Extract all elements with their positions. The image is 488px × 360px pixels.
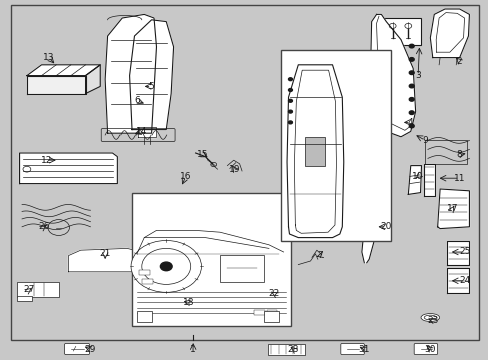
Circle shape — [131, 240, 201, 292]
Text: 23: 23 — [426, 316, 438, 325]
Text: 17: 17 — [446, 204, 457, 213]
Polygon shape — [20, 153, 117, 184]
Text: 11: 11 — [453, 174, 465, 183]
Text: 30: 30 — [424, 345, 435, 354]
Polygon shape — [68, 248, 142, 272]
Text: 27: 27 — [23, 285, 35, 294]
Bar — [425, 140, 466, 164]
Circle shape — [408, 84, 413, 88]
Circle shape — [288, 99, 292, 102]
Polygon shape — [424, 164, 434, 196]
Bar — [383, 18, 420, 45]
Text: 22: 22 — [267, 289, 279, 298]
Circle shape — [288, 121, 292, 124]
Bar — [17, 296, 32, 301]
Text: 4: 4 — [407, 118, 413, 127]
Polygon shape — [447, 268, 468, 293]
Polygon shape — [27, 65, 100, 76]
Circle shape — [288, 89, 292, 91]
Polygon shape — [85, 65, 100, 94]
Polygon shape — [105, 14, 156, 133]
Polygon shape — [286, 65, 343, 238]
Text: 10: 10 — [411, 172, 423, 181]
FancyBboxPatch shape — [64, 343, 89, 355]
Ellipse shape — [259, 286, 273, 294]
Bar — [281, 50, 390, 241]
Polygon shape — [407, 166, 421, 194]
Bar — [132, 193, 290, 326]
Text: 3: 3 — [414, 71, 420, 80]
Circle shape — [408, 44, 413, 48]
Polygon shape — [138, 127, 156, 137]
Bar — [139, 270, 150, 275]
Polygon shape — [429, 9, 468, 58]
Bar — [154, 296, 200, 304]
Text: 16: 16 — [180, 172, 191, 181]
Text: 7: 7 — [317, 251, 323, 260]
Ellipse shape — [420, 314, 439, 321]
Text: 20: 20 — [380, 222, 391, 231]
Circle shape — [408, 98, 413, 101]
Text: 14: 14 — [136, 127, 147, 136]
Text: 28: 28 — [287, 345, 299, 354]
Text: 18: 18 — [182, 298, 194, 307]
Text: 6: 6 — [134, 96, 140, 105]
Bar — [220, 255, 264, 282]
Circle shape — [408, 71, 413, 75]
Polygon shape — [129, 20, 173, 130]
Circle shape — [160, 262, 172, 271]
Text: 31: 31 — [358, 345, 369, 354]
Bar — [137, 311, 151, 322]
Polygon shape — [370, 14, 415, 137]
Text: 5: 5 — [148, 82, 154, 91]
Text: 2: 2 — [456, 57, 462, 66]
Text: 9: 9 — [422, 136, 427, 145]
Text: 26: 26 — [38, 222, 50, 231]
Bar — [264, 311, 278, 322]
Polygon shape — [437, 189, 468, 229]
Text: 13: 13 — [43, 53, 55, 62]
FancyBboxPatch shape — [413, 343, 437, 355]
Text: 24: 24 — [458, 276, 469, 285]
Text: 25: 25 — [458, 248, 469, 256]
Bar — [267, 344, 304, 355]
Bar — [266, 310, 277, 315]
FancyBboxPatch shape — [340, 343, 364, 355]
Bar — [254, 310, 264, 315]
Text: 29: 29 — [84, 345, 96, 354]
Bar — [17, 282, 59, 297]
Text: 12: 12 — [41, 156, 52, 165]
Circle shape — [408, 111, 413, 114]
Circle shape — [288, 110, 292, 113]
Polygon shape — [361, 209, 376, 263]
Bar — [305, 137, 324, 166]
Text: 1: 1 — [190, 345, 196, 354]
Text: 19: 19 — [228, 165, 240, 174]
Text: 8: 8 — [456, 150, 462, 159]
Polygon shape — [27, 76, 85, 94]
Circle shape — [288, 78, 292, 81]
Text: 15: 15 — [197, 150, 208, 159]
Bar — [142, 279, 152, 284]
Circle shape — [408, 124, 413, 128]
Circle shape — [408, 58, 413, 61]
Polygon shape — [447, 241, 468, 265]
Text: 21: 21 — [99, 249, 111, 258]
